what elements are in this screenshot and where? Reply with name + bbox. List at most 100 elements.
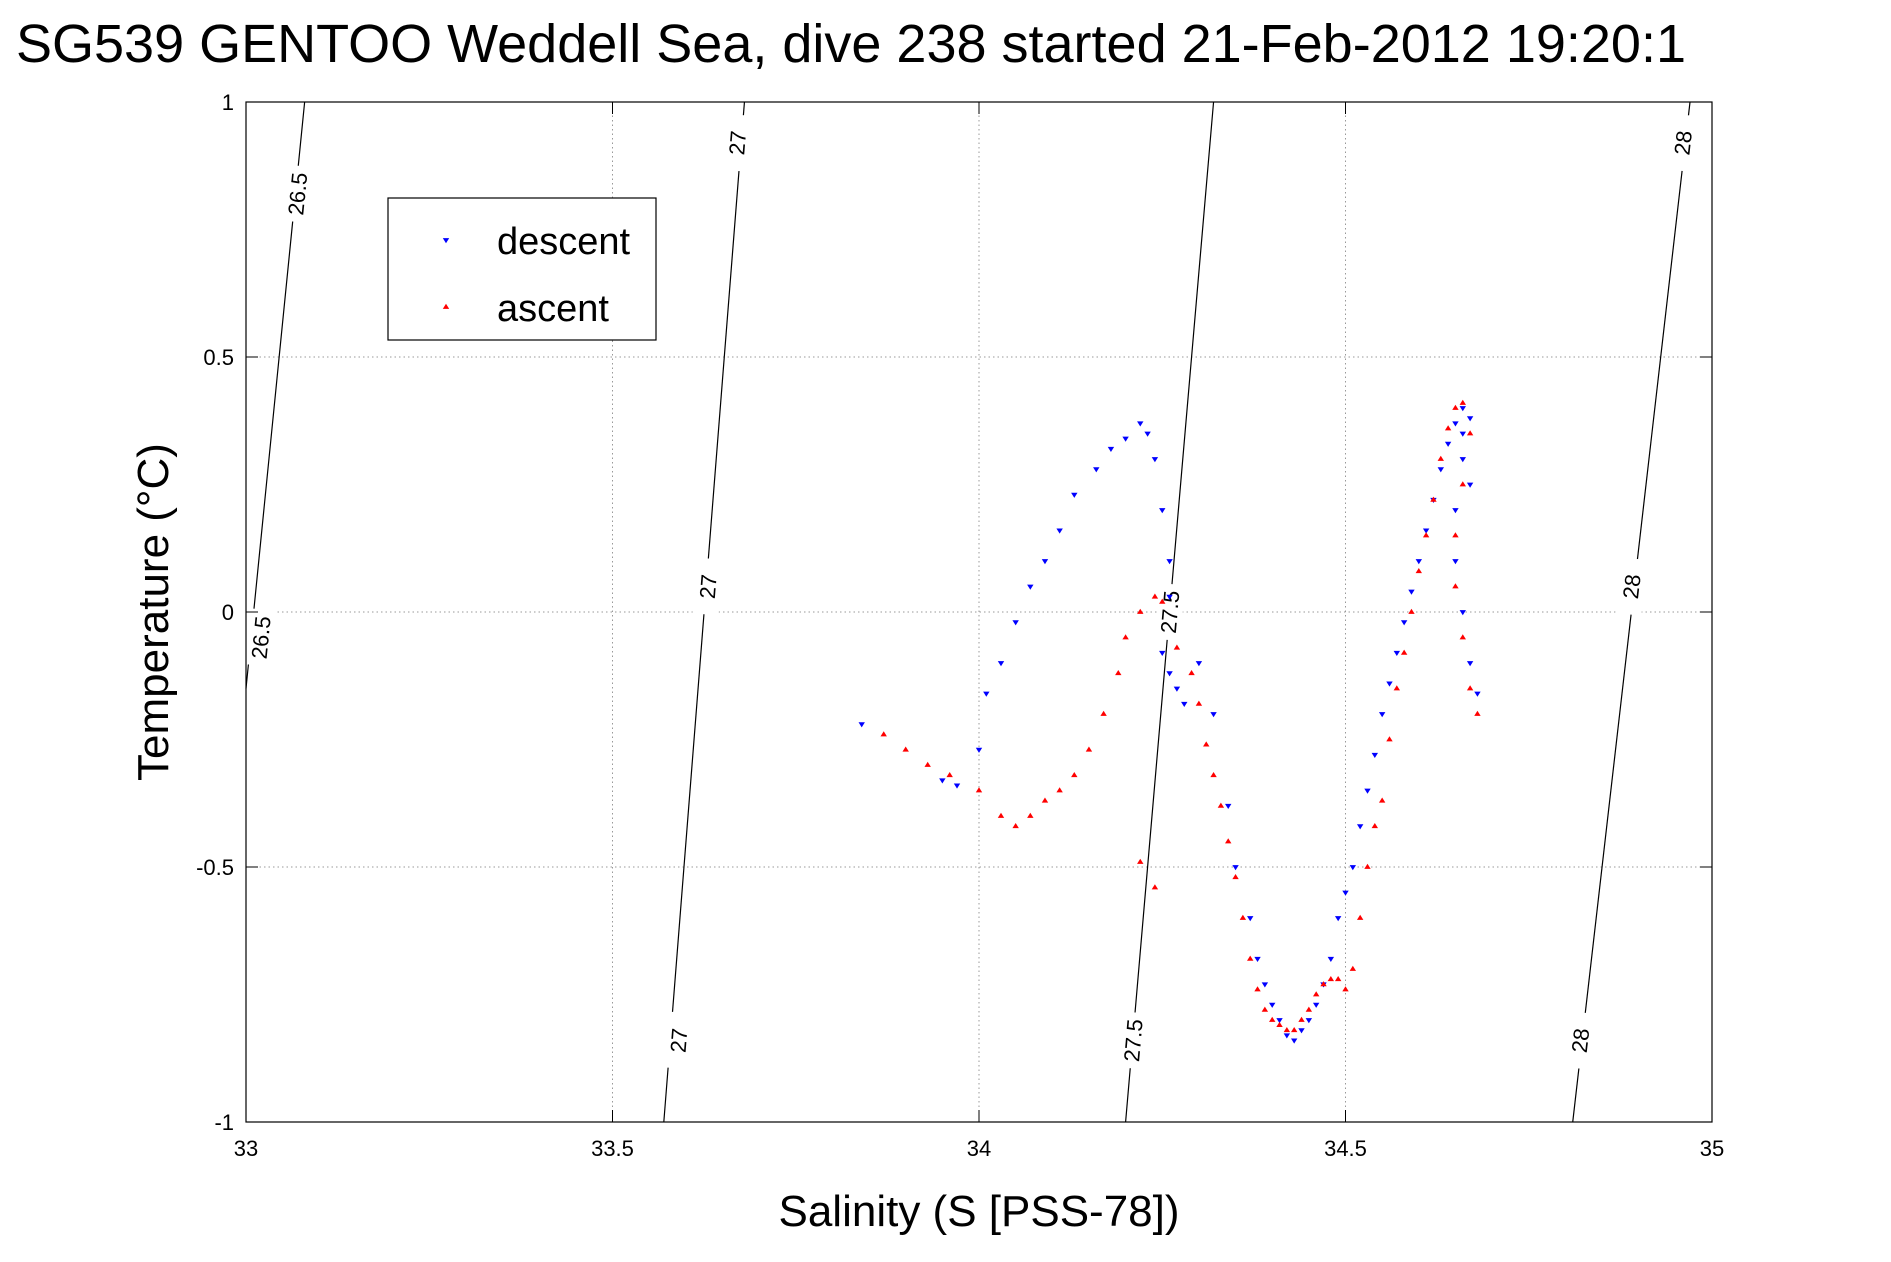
ascent-point	[1232, 874, 1239, 880]
isopycnal-label: 27	[724, 130, 751, 156]
ascent-point	[997, 812, 1005, 818]
isopycnal-label: 28	[1618, 573, 1646, 600]
grid	[246, 102, 1712, 1122]
isopycnal-label-background	[1117, 1011, 1149, 1070]
descent-point	[975, 747, 983, 753]
ascent-point	[1378, 797, 1386, 803]
ascent-point	[1151, 593, 1159, 599]
ascent-point	[1085, 746, 1093, 752]
descent-point	[1159, 508, 1166, 514]
legend-label-ascent: ascent	[497, 288, 609, 330]
isopycnal-label: 26.5	[283, 171, 312, 216]
ascent-point	[1327, 976, 1335, 982]
isopycnal-label: 27	[666, 1027, 693, 1053]
descent-point	[1137, 421, 1144, 427]
ascent-point	[1137, 608, 1144, 614]
ascent-point	[1466, 430, 1474, 436]
ascent-point	[1422, 532, 1430, 538]
descent-point	[1093, 467, 1100, 473]
isopycnal-label-background	[1563, 1011, 1597, 1070]
ascent-point	[1459, 481, 1466, 487]
descent-point	[1466, 482, 1474, 488]
ascent-point	[1269, 1016, 1276, 1022]
y-tick-label: 0.5	[203, 345, 234, 370]
legend-entries: descent ascent	[442, 221, 631, 330]
descent-point	[1452, 508, 1459, 514]
ascent-point	[1415, 568, 1422, 574]
ascent-point	[1151, 884, 1159, 890]
axis-ticks: 33 33.5 34 34.5 35 -1 -0.5 0 0.5 1	[196, 90, 1724, 1161]
legend: descent ascent	[387, 197, 657, 341]
isopycnal-label: 27	[695, 573, 722, 599]
isopycnal-label: 26.5	[247, 615, 276, 660]
ascent-point	[1408, 608, 1415, 614]
descent-point	[1305, 1018, 1313, 1024]
descent-point	[1474, 691, 1481, 697]
descent-point	[1459, 431, 1466, 437]
descent-point	[1312, 1002, 1320, 1008]
ascent-point	[1247, 955, 1254, 961]
descent-point	[1400, 620, 1408, 626]
isopycnal-label: 28	[1669, 129, 1697, 156]
descent-point	[1210, 712, 1217, 718]
isopycnal-label: 28	[1567, 1027, 1595, 1054]
descent-point	[1041, 559, 1049, 565]
ascent-point	[1203, 741, 1210, 747]
ascent-point	[1056, 787, 1063, 793]
isopycnal-label-background	[281, 164, 314, 223]
ascent-point	[1239, 914, 1247, 920]
y-tick-label: -0.5	[196, 855, 234, 880]
legend-box	[387, 197, 657, 341]
ascent-point	[1459, 399, 1466, 405]
ascent-point	[1452, 532, 1459, 538]
descent-point	[1437, 467, 1444, 473]
ascent-point	[1159, 598, 1166, 604]
ascent-point	[1012, 823, 1019, 829]
ascent-point	[1071, 772, 1078, 778]
descent-point	[858, 722, 865, 728]
descent-point	[997, 661, 1005, 667]
descent-point	[1107, 446, 1115, 452]
descent-point	[1298, 1028, 1305, 1034]
ascent-point	[1444, 425, 1452, 431]
descent-point	[1444, 441, 1452, 447]
ascent-point	[1225, 838, 1232, 844]
ascent-point	[1283, 1027, 1291, 1033]
ascent-point	[1320, 981, 1327, 987]
ascent-point	[1041, 797, 1049, 803]
descent-point	[1166, 671, 1173, 677]
descent-point	[1071, 492, 1078, 498]
x-tick-label: 34	[967, 1136, 991, 1161]
x-tick-label: 34.5	[1324, 1136, 1367, 1161]
descent-point	[1386, 681, 1393, 687]
ascent-point	[1430, 496, 1437, 502]
descent-point	[1056, 528, 1063, 534]
descent-point	[953, 783, 961, 789]
ascent-point	[1371, 823, 1379, 829]
descent-point	[1283, 1033, 1291, 1039]
ascent-point	[1100, 710, 1107, 716]
descent-point	[1327, 956, 1335, 962]
ascent-point	[880, 731, 887, 737]
descent-point	[1027, 584, 1034, 590]
ascent-point	[1393, 685, 1401, 691]
descent-point	[1166, 594, 1173, 600]
descent-point	[1290, 1038, 1298, 1044]
descent-point	[1173, 686, 1181, 692]
chart-title: SG539 GENTOO Weddell Sea, dive 238 start…	[16, 14, 1686, 74]
ascent-point	[1217, 802, 1225, 808]
ascent-point	[1474, 710, 1481, 716]
descent-point	[1181, 701, 1188, 707]
ascent-point	[1342, 986, 1349, 992]
ascent-point	[1452, 404, 1459, 410]
y-tick-label: 0	[222, 600, 234, 625]
isopycnal-label: 27.5	[1119, 1018, 1148, 1063]
legend-label-descent: descent	[497, 221, 631, 263]
descent-point	[1349, 865, 1357, 871]
descent-series	[858, 406, 1481, 1044]
ascent-point	[1400, 649, 1408, 655]
descent-point	[1415, 559, 1422, 565]
ascent-series	[880, 399, 1481, 1033]
